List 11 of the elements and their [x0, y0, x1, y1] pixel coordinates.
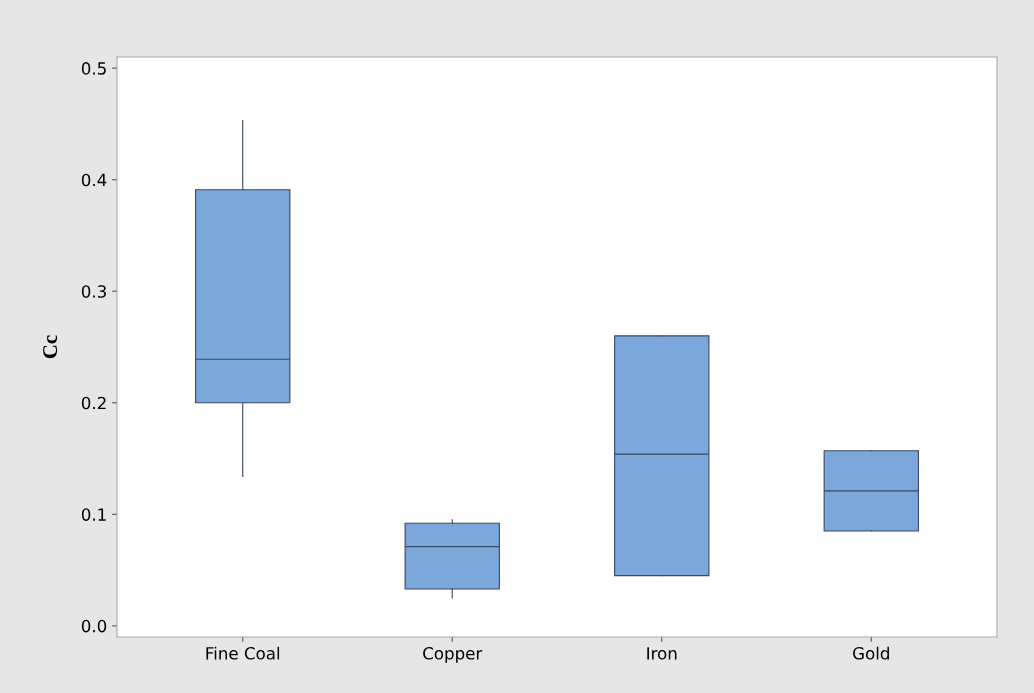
- x-tick-label: Fine Coal: [206, 646, 280, 660]
- y-tick-label: 0.0: [81, 619, 107, 633]
- y-tick-label: 0.5: [81, 62, 106, 75]
- x-tick-label: Copper: [423, 647, 483, 663]
- x-tick-label: Iron: [647, 647, 677, 660]
- y-tick-label: 0.4: [81, 173, 107, 187]
- x-tick-label: Gold: [853, 646, 889, 660]
- y-tick-label: 0.3: [81, 285, 106, 298]
- y-tick-label: 0.2: [81, 396, 106, 410]
- y-axis-title: Cc: [43, 335, 58, 359]
- y-tick-label: 0.1: [81, 508, 106, 521]
